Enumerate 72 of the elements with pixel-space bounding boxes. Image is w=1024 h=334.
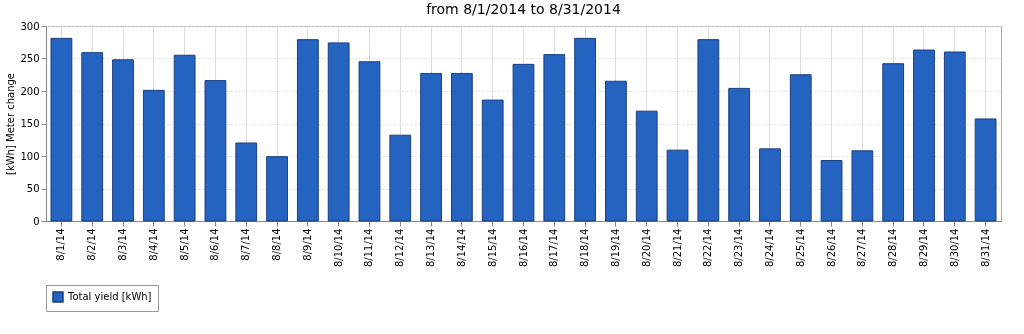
x-tick-label: 8/3/14: [117, 228, 129, 261]
x-tick-label: 8/27/14: [856, 228, 868, 268]
bar: [235, 142, 258, 222]
bar: [512, 63, 535, 222]
bar: [173, 54, 196, 222]
bar: [420, 72, 442, 222]
y-axis-title: [kWh] Meter change: [5, 73, 17, 175]
bar: [204, 80, 227, 222]
x-tick-label: 8/1/14: [55, 228, 67, 261]
x-tick-label: 8/21/14: [671, 228, 683, 268]
legend-label: Total yield [kWh]: [67, 291, 152, 302]
x-tick-label: 8/29/14: [917, 228, 929, 268]
x-tick-label: 8/5/14: [178, 228, 190, 261]
x-tick-label: 8/31/14: [979, 228, 991, 268]
bar: [266, 156, 288, 222]
x-tick-label: 8/6/14: [209, 228, 221, 261]
bar: [913, 49, 935, 222]
bar: [605, 80, 627, 222]
y-tick-label: 50: [26, 183, 40, 194]
bar: [789, 74, 812, 222]
bar: [697, 39, 720, 222]
bar: [296, 39, 319, 222]
x-tick-label: 8/8/14: [271, 228, 283, 261]
x-tick-label: 8/20/14: [640, 228, 652, 268]
bar: [943, 51, 966, 222]
bar: [820, 160, 843, 222]
y-tick-label: 250: [20, 53, 40, 64]
x-tick-label: 8/12/14: [394, 228, 406, 268]
bar: [481, 99, 504, 222]
x-tick-label: 8/10/14: [332, 228, 344, 268]
bar: [759, 148, 781, 222]
bar: [358, 61, 381, 222]
bar: [974, 118, 997, 222]
bar: [666, 149, 689, 222]
bar: [851, 150, 874, 222]
x-tick-label: 8/15/14: [486, 228, 498, 268]
chart-title: from 8/1/2014 to 8/31/2014: [426, 1, 621, 17]
x-tick-label: 8/28/14: [887, 228, 899, 268]
y-tick-label: 300: [20, 20, 40, 32]
bar: [882, 63, 905, 222]
bar: [574, 37, 597, 222]
x-tick-label: 8/22/14: [702, 228, 714, 268]
bar: [635, 110, 658, 222]
x-tick-label: 8/30/14: [948, 228, 960, 268]
x-tick-label: 8/17/14: [548, 228, 560, 268]
bar: [81, 52, 104, 222]
x-tick-label: 8/26/14: [825, 228, 837, 268]
y-tick-label: 100: [20, 150, 40, 162]
x-tick-label: 8/16/14: [517, 228, 529, 268]
x-tick-label: 8/11/14: [363, 228, 375, 268]
bar: [728, 87, 751, 222]
x-tick-label: 8/18/14: [579, 228, 591, 268]
bar: [142, 89, 165, 222]
bar: [543, 54, 566, 222]
bar: [50, 37, 73, 222]
x-tick-label: 8/2/14: [86, 228, 98, 261]
y-tick-label: 0: [33, 215, 40, 227]
x-tick-label: 8/24/14: [763, 228, 775, 268]
bar: [327, 42, 350, 222]
x-tick-label: 8/4/14: [147, 228, 159, 261]
x-tick-label: 8/23/14: [733, 228, 745, 268]
x-tick-label: 8/13/14: [425, 228, 437, 268]
y-tick-label: 200: [20, 85, 40, 97]
x-tick-label: 8/19/14: [609, 228, 621, 268]
x-tick-label: 8/14/14: [455, 228, 467, 268]
x-tick-label: 8/9/14: [301, 228, 313, 261]
bar: [112, 59, 134, 222]
y-tick-label: 150: [20, 118, 40, 129]
x-tick-label: 8/25/14: [794, 228, 806, 268]
bar: [389, 134, 412, 222]
x-tick-label: 8/7/14: [240, 228, 252, 261]
bar: [450, 72, 473, 222]
